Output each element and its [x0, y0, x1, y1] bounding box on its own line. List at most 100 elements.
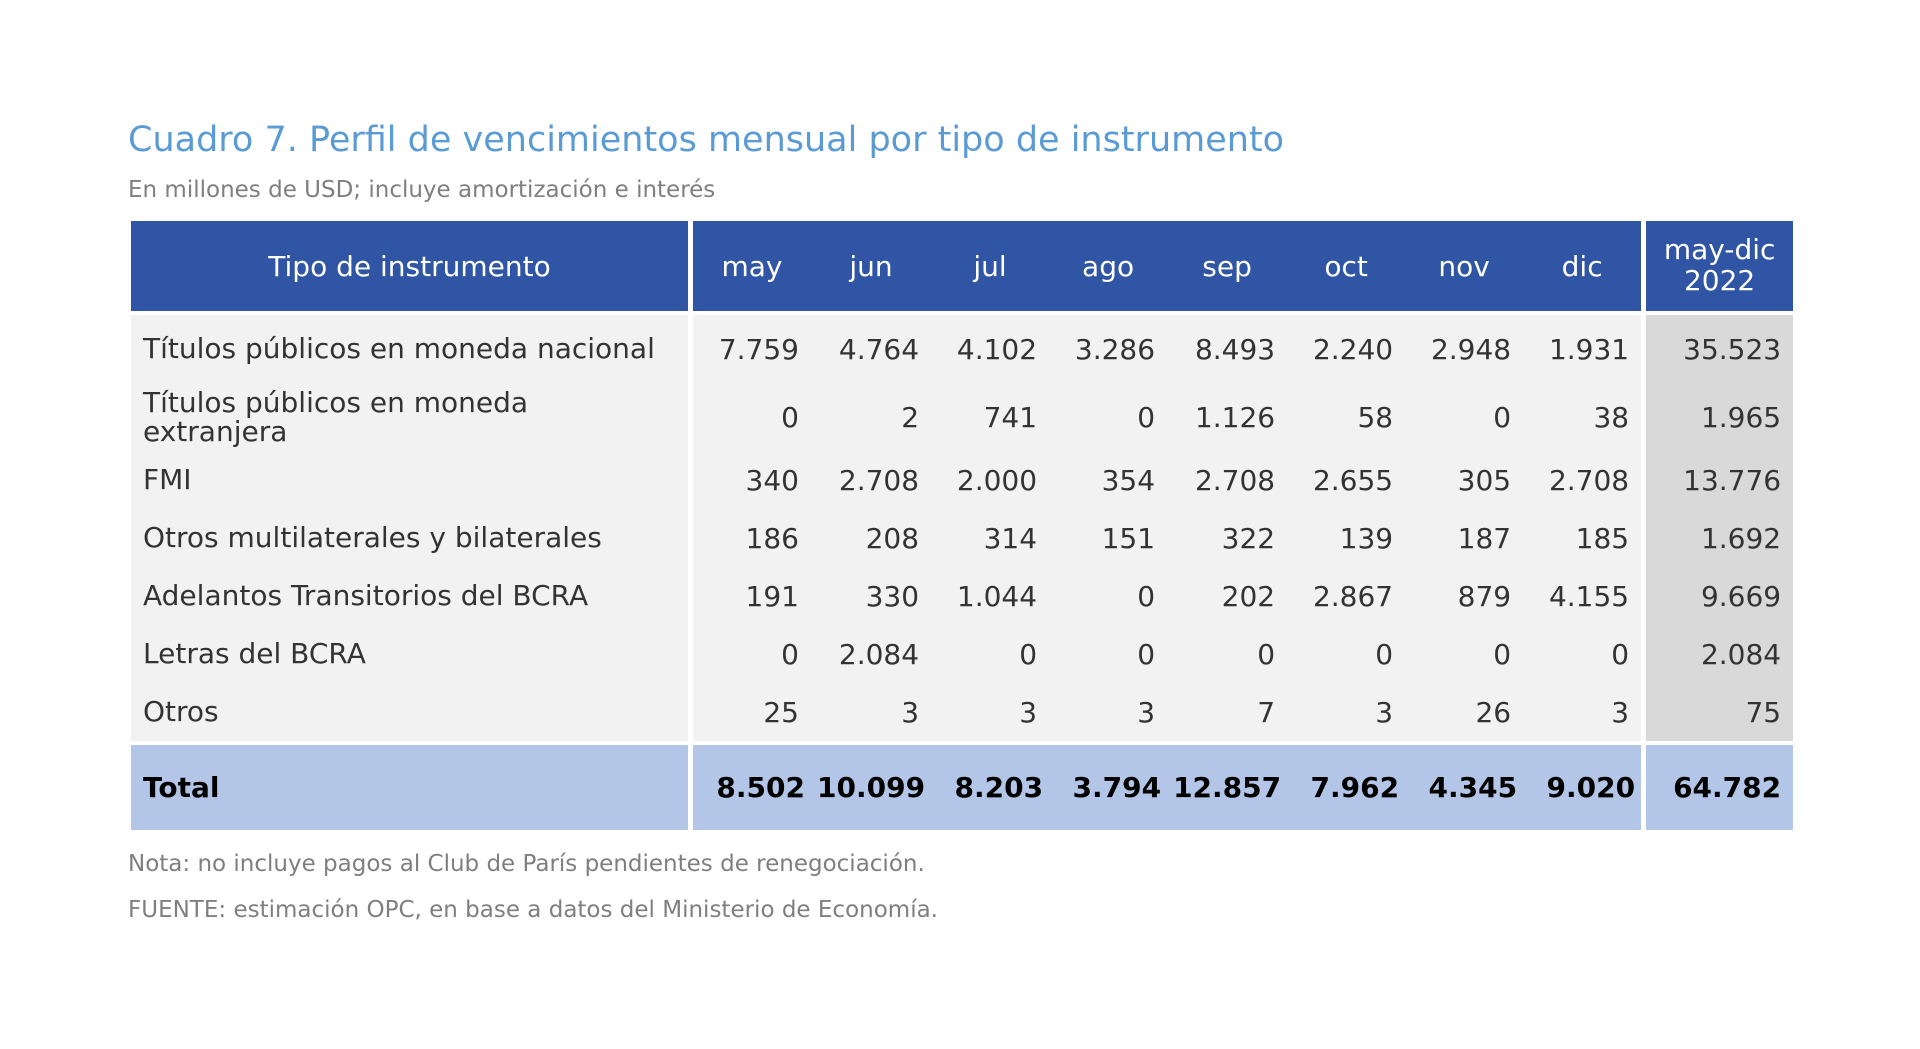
cell-value: 58 — [1287, 383, 1406, 451]
table-title: Cuadro 7. Perfil de vencimientos mensual… — [128, 120, 1285, 160]
row-label: Títulos públicos en moneda extranjera — [131, 383, 688, 451]
cell-value: 2.655 — [1287, 451, 1406, 509]
cell-value: 0 — [688, 383, 811, 451]
row-label: Letras del BCRA — [131, 625, 688, 683]
cell-value: 26 — [1405, 683, 1524, 741]
row-label: Títulos públicos en moneda nacional — [131, 315, 688, 383]
header-month: jun — [811, 221, 932, 315]
header-month: sep — [1167, 221, 1288, 315]
cell-value: 354 — [1049, 451, 1168, 509]
cell-value: 151 — [1049, 509, 1168, 567]
cell-value: 314 — [931, 509, 1050, 567]
header-month: ago — [1049, 221, 1168, 315]
cell-value: 0 — [931, 625, 1050, 683]
cell-value: 3 — [1287, 683, 1406, 741]
cell-total: 75 — [1641, 683, 1794, 741]
cell-value: 330 — [811, 567, 932, 625]
cell-value: 2.708 — [1523, 451, 1642, 509]
header-total-line: may-dic — [1663, 233, 1776, 267]
cell-value: 185 — [1523, 509, 1642, 567]
table-row: FMI 340 2.708 2.000 354 2.708 2.655 305 2.708 13.… — [131, 451, 1794, 509]
cell-value: 305 — [1405, 451, 1524, 509]
cell-value: 2.708 — [811, 451, 932, 509]
cell-value: 7 — [1167, 683, 1288, 741]
cell-total: 1.965 — [1641, 383, 1794, 451]
cell-total: 9.669 — [1641, 567, 1794, 625]
cell-value: 9.020 — [1523, 741, 1642, 830]
cell-value: 0 — [1287, 625, 1406, 683]
header-month: may — [688, 221, 811, 315]
cell-value: 7.962 — [1287, 741, 1406, 830]
cell-value: 191 — [688, 567, 811, 625]
cell-total: 64.782 — [1641, 741, 1794, 830]
cell-value: 2.000 — [931, 451, 1050, 509]
cell-total: 2.084 — [1641, 625, 1794, 683]
cell-value: 3 — [811, 683, 932, 741]
cell-total: 13.776 — [1641, 451, 1794, 509]
header-month: dic — [1523, 221, 1642, 315]
cell-value: 0 — [1523, 625, 1642, 683]
cell-value: 4.764 — [811, 315, 932, 383]
header-total: may-dic 2022 — [1641, 221, 1794, 315]
cell-value: 202 — [1167, 567, 1288, 625]
table-row: Letras del BCRA 0 2.084 0 0 0 0 0 0 2.084 — [131, 625, 1794, 683]
cell-value: 2.867 — [1287, 567, 1406, 625]
cell-value: 322 — [1167, 509, 1288, 567]
cell-value: 4.345 — [1405, 741, 1524, 830]
cell-total: 35.523 — [1641, 315, 1794, 383]
cell-value: 0 — [1049, 567, 1168, 625]
header-month: nov — [1405, 221, 1524, 315]
cell-value: 7.759 — [688, 315, 811, 383]
cell-value: 0 — [1167, 625, 1288, 683]
row-label: Otros multilaterales y bilaterales — [131, 509, 688, 567]
cell-value: 0 — [688, 625, 811, 683]
cell-value: 0 — [1405, 383, 1524, 451]
cell-value: 2.240 — [1287, 315, 1406, 383]
total-row: Total 8.502 10.099 8.203 3.794 12.857 7.962 4.3… — [131, 741, 1794, 830]
cell-value: 8.203 — [931, 741, 1050, 830]
cell-value: 38 — [1523, 383, 1642, 451]
cell-value: 741 — [931, 383, 1050, 451]
row-label: Otros — [131, 683, 688, 741]
cell-value: 340 — [688, 451, 811, 509]
cell-value: 186 — [688, 509, 811, 567]
cell-value: 3 — [931, 683, 1050, 741]
cell-value: 4.155 — [1523, 567, 1642, 625]
cell-value: 187 — [1405, 509, 1524, 567]
cell-value: 12.857 — [1167, 741, 1288, 830]
cell-value: 1.044 — [931, 567, 1050, 625]
cell-value: 4.102 — [931, 315, 1050, 383]
maturity-table: Tipo de instrumento may jun jul ago sep oct nov… — [131, 221, 1794, 830]
cell-value: 879 — [1405, 567, 1524, 625]
table-row: Títulos públicos en moneda nacional 7.759… — [131, 315, 1794, 383]
row-label: Total — [131, 741, 688, 830]
cell-value: 2 — [811, 383, 932, 451]
cell-value: 25 — [688, 683, 811, 741]
row-label: Adelantos Transitorios del BCRA — [131, 567, 688, 625]
cell-value: 139 — [1287, 509, 1406, 567]
cell-value: 8.502 — [688, 741, 811, 830]
header-total-line: 2022 — [1683, 264, 1756, 297]
table-subtitle: En millones de USD; incluye amortización… — [128, 177, 716, 203]
table-row: Otros 25 3 3 3 7 3 26 3 75 — [131, 683, 1794, 741]
cell-value: 3.794 — [1049, 741, 1168, 830]
cell-value: 2.708 — [1167, 451, 1288, 509]
cell-value: 2.948 — [1405, 315, 1524, 383]
table-row: Otros multilaterales y bilaterales 186 208… — [131, 509, 1794, 567]
cell-value: 1.931 — [1523, 315, 1642, 383]
cell-value: 208 — [811, 509, 932, 567]
header-row: Tipo de instrumento may jun jul ago sep oct nov… — [131, 221, 1794, 315]
cell-value: 3.286 — [1049, 315, 1168, 383]
cell-value: 1.126 — [1167, 383, 1288, 451]
cell-value: 2.084 — [811, 625, 932, 683]
cell-value: 0 — [1049, 625, 1168, 683]
table-row: Títulos públicos en moneda extranjera 0 2 7… — [131, 383, 1794, 451]
row-label: FMI — [131, 451, 688, 509]
cell-value: 3 — [1049, 683, 1168, 741]
cell-value: 8.493 — [1167, 315, 1288, 383]
header-month: oct — [1287, 221, 1406, 315]
note: Nota: no incluye pagos al Club de París … — [128, 851, 925, 877]
table-row: Adelantos Transitorios del BCRA 191 330 1.0… — [131, 567, 1794, 625]
cell-total: 1.692 — [1641, 509, 1794, 567]
header-instrument: Tipo de instrumento — [131, 221, 688, 315]
